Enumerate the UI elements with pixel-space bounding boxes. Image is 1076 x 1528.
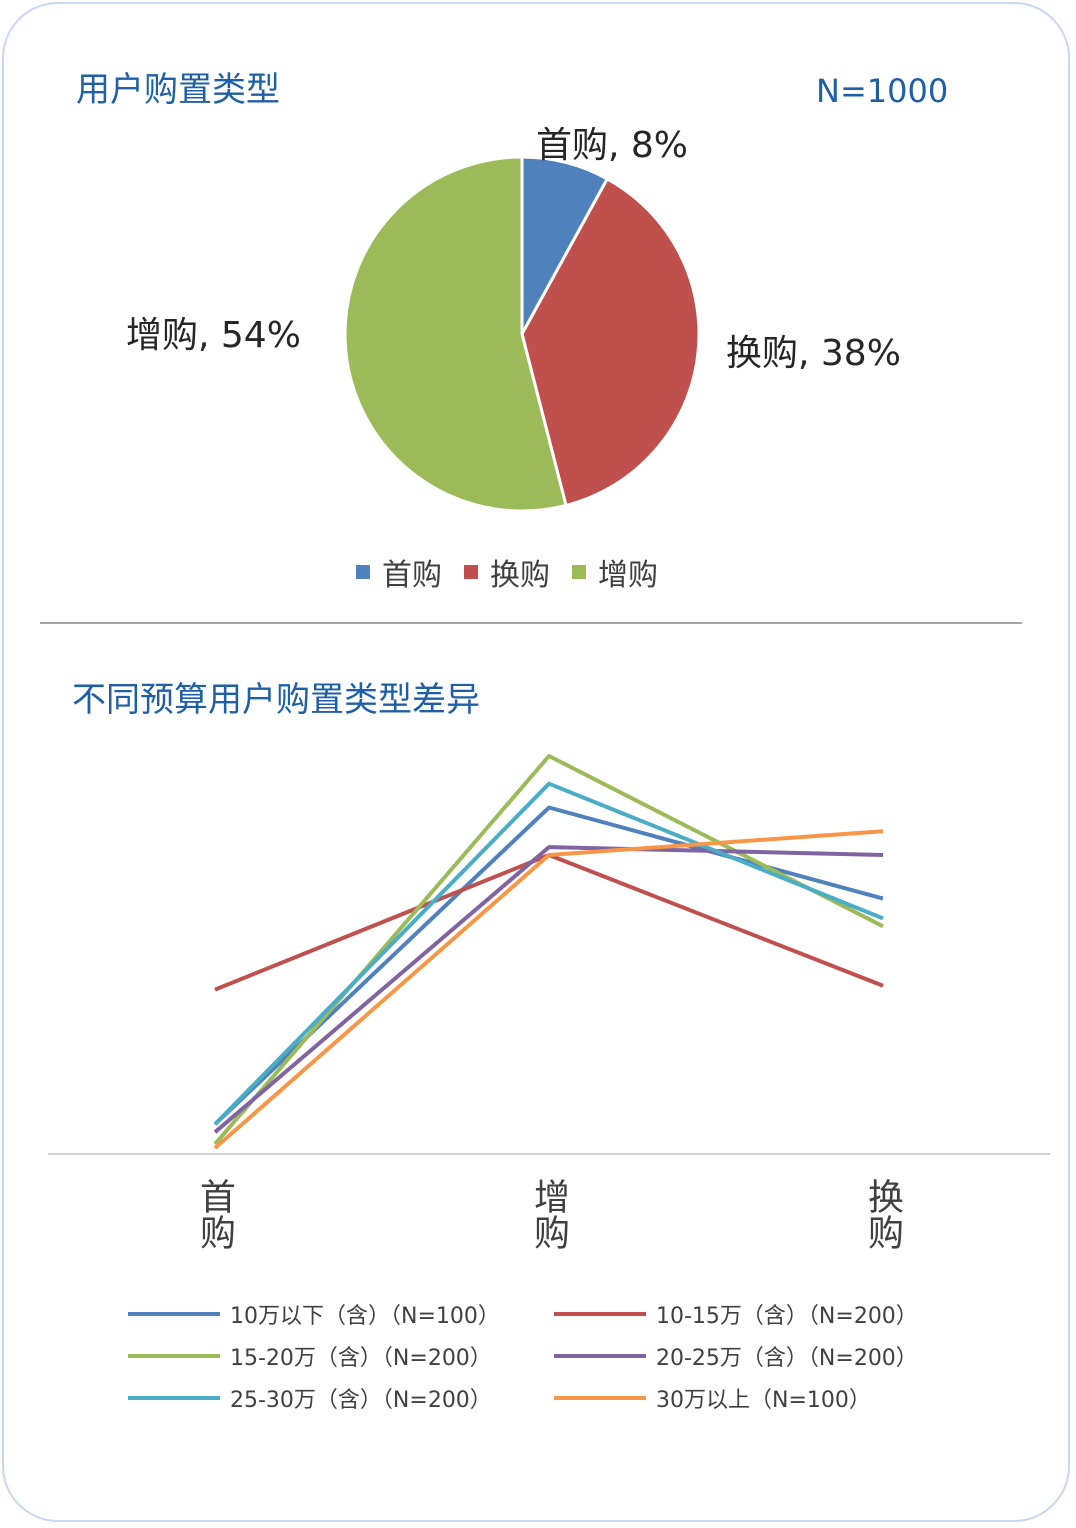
- pie-chart: [343, 155, 701, 513]
- pie-label-replacement: 换购, 38%: [726, 333, 901, 374]
- category-text: 首购: [194, 1178, 235, 1250]
- legend-swatch: [572, 565, 586, 579]
- legend-label: 30万以上（N=100）: [656, 1388, 871, 1413]
- pie-title: 用户购置类型: [76, 70, 280, 110]
- pie-slice: [520, 176, 701, 508]
- line-legend-item: 10万以下（含）（N=100）: [128, 1298, 500, 1330]
- series-line: [213, 829, 884, 1150]
- section-divider: [40, 622, 1022, 624]
- pie-slice: [343, 155, 568, 513]
- legend-swatch: [554, 1312, 646, 1316]
- category-label-replacement: 换购: [858, 1178, 906, 1258]
- legend-swatch: [554, 1354, 646, 1358]
- line-legend-item: 25-30万（含）（N=200）: [128, 1382, 492, 1414]
- legend-label: 10万以下（含）（N=100）: [230, 1304, 500, 1329]
- pie-label-additional: 增购, 54%: [126, 315, 301, 356]
- legend-label: 增购: [598, 558, 658, 593]
- legend-swatch: [128, 1396, 220, 1400]
- pie-legend-item: 增购: [572, 550, 658, 594]
- category-label-first: 首购: [190, 1178, 238, 1258]
- legend-swatch: [128, 1312, 220, 1316]
- legend-swatch: [554, 1396, 646, 1400]
- category-text: 增购: [528, 1178, 569, 1250]
- line-legend-item: 30万以上（N=100）: [554, 1382, 871, 1414]
- line-legend-item: 10-15万（含）（N=200）: [554, 1298, 918, 1330]
- series-line: [213, 781, 884, 1126]
- legend-label: 换购: [490, 558, 550, 593]
- legend-label: 10-15万（含）（N=200）: [656, 1304, 918, 1329]
- line-title: 不同预算用户购置类型差异: [72, 680, 480, 720]
- series-line: [213, 754, 884, 1146]
- line-legend-item: 15-20万（含）（N=200）: [128, 1340, 492, 1372]
- pie-legend-item: 首购: [356, 550, 442, 594]
- legend-label: 20-25万（含）（N=200）: [656, 1346, 918, 1371]
- line-legend-item: 20-25万（含）（N=200）: [554, 1340, 918, 1372]
- line-chart: [48, 754, 1050, 1155]
- legend-label: 首购: [382, 558, 442, 593]
- legend-swatch: [128, 1354, 220, 1358]
- category-text: 换购: [862, 1178, 903, 1250]
- pie-label-first-purchase: 首购, 8%: [536, 125, 688, 166]
- series-line: [213, 845, 884, 1134]
- legend-label: 25-30万（含）（N=200）: [230, 1388, 492, 1413]
- category-label-additional: 增购: [524, 1178, 572, 1258]
- sample-size-label: N=1000: [816, 72, 949, 110]
- pie-slice: [520, 155, 610, 335]
- legend-label: 15-20万（含）（N=200）: [230, 1346, 492, 1371]
- legend-swatch: [464, 565, 478, 579]
- pie-legend-item: 换购: [464, 550, 550, 594]
- legend-swatch: [356, 565, 370, 579]
- pie-legend: 首购 换购 增购: [356, 550, 658, 594]
